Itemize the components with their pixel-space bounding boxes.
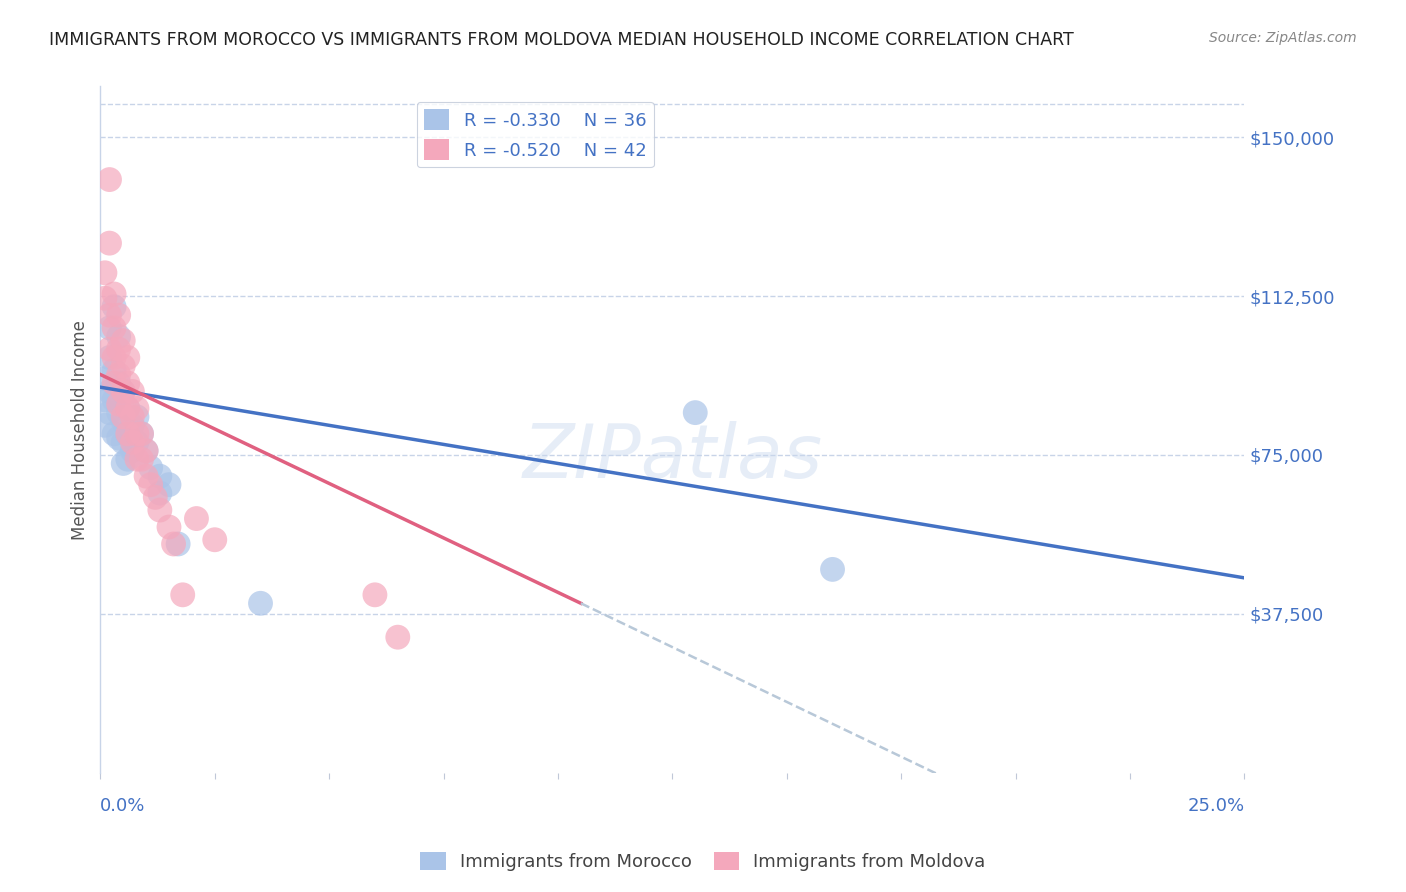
Point [121,384,143,399]
Point [157,520,180,534]
Point [98,342,121,356]
Point [683,406,706,420]
Point [94,266,117,280]
Point [186,511,208,525]
Point [131,426,153,441]
Point [94,372,117,386]
Point [107,329,129,343]
Point [98,406,121,420]
Text: 25.0%: 25.0% [1187,797,1244,814]
Point [117,426,139,441]
Point [149,503,172,517]
Point [112,384,135,399]
Point [112,414,135,428]
Point [149,469,172,483]
Text: ZIPatlas: ZIPatlas [522,421,823,493]
Point [98,321,121,335]
Point [112,359,135,373]
Point [98,172,121,186]
Point [94,418,117,433]
Point [107,406,129,420]
Point [94,291,117,305]
Point [387,630,409,644]
Point [107,431,129,445]
Point [103,376,125,390]
Point [125,426,148,441]
Point [167,537,190,551]
Point [364,588,387,602]
Legend: Immigrants from Morocco, Immigrants from Moldova: Immigrants from Morocco, Immigrants from… [413,845,993,879]
Point [125,435,148,450]
Y-axis label: Median Household Income: Median Household Income [72,319,89,540]
Point [131,426,153,441]
Point [103,351,125,365]
Point [117,351,139,365]
Point [103,363,125,377]
Point [204,533,226,547]
Point [139,460,162,475]
Point [98,351,121,365]
Point [249,596,271,610]
Point [112,409,135,424]
Point [117,426,139,441]
Point [117,401,139,416]
Point [117,401,139,416]
Text: 0.0%: 0.0% [100,797,146,814]
Point [107,368,129,382]
Point [107,397,129,411]
Point [121,435,143,450]
Point [107,308,129,322]
Point [117,376,139,390]
Point [98,308,121,322]
Point [107,342,129,356]
Point [103,287,125,301]
Legend: R = -0.330    N = 36, R = -0.520    N = 42: R = -0.330 N = 36, R = -0.520 N = 42 [416,103,654,168]
Point [117,452,139,467]
Point [103,300,125,314]
Point [143,491,166,505]
Text: Source: ZipAtlas.com: Source: ZipAtlas.com [1209,31,1357,45]
Point [135,443,157,458]
Point [131,452,153,467]
Point [121,418,143,433]
Point [103,426,125,441]
Point [112,457,135,471]
Point [125,401,148,416]
Point [172,588,194,602]
Point [107,376,129,390]
Point [157,477,180,491]
Point [94,392,117,407]
Point [98,236,121,251]
Point [125,409,148,424]
Point [135,469,157,483]
Point [149,486,172,500]
Point [162,537,184,551]
Text: IMMIGRANTS FROM MOROCCO VS IMMIGRANTS FROM MOLDOVA MEDIAN HOUSEHOLD INCOME CORRE: IMMIGRANTS FROM MOROCCO VS IMMIGRANTS FR… [49,31,1074,49]
Point [125,452,148,467]
Point [821,562,844,576]
Point [121,443,143,458]
Point [103,321,125,335]
Point [112,334,135,348]
Point [98,384,121,399]
Point [135,443,157,458]
Point [112,435,135,450]
Point [103,392,125,407]
Point [112,384,135,399]
Point [121,409,143,424]
Point [139,477,162,491]
